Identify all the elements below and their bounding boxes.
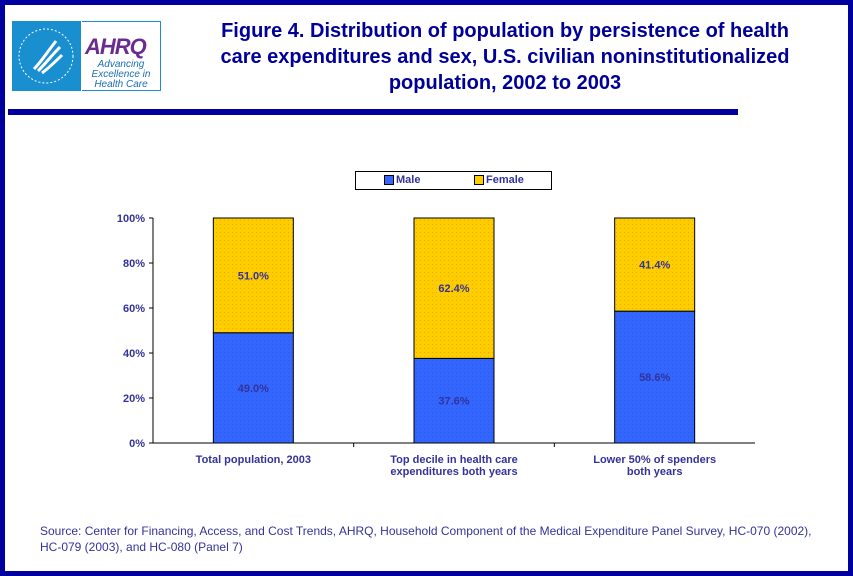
legend-item-male: Male	[384, 174, 420, 186]
legend-swatch-male	[384, 175, 394, 185]
legend-item-female: Female	[474, 174, 524, 186]
x-tick-label: Top decile in health care	[390, 454, 518, 466]
y-tick-label: 100%	[117, 213, 145, 225]
data-label: 49.0%	[238, 383, 269, 395]
bar-texture	[414, 218, 494, 359]
ahrq-logo-text: AHRQ	[85, 34, 147, 59]
x-tick-label: expenditures both years	[390, 466, 517, 478]
x-tick-label: Total population, 2003	[196, 454, 311, 466]
x-tick-label: Lower 50% of spenders	[593, 454, 716, 466]
ahrq-tagline: Advancing Excellence in Health Care	[91, 59, 151, 90]
ahrq-logo: AHRQ Advancing Excellence in Health Care	[82, 21, 161, 91]
y-tick-label: 20%	[123, 393, 145, 405]
legend-swatch-female	[474, 175, 484, 185]
y-tick-label: 0%	[129, 438, 145, 450]
y-tick-label: 80%	[123, 258, 145, 270]
bar-texture	[213, 332, 294, 443]
source-note: Source: Center for Financing, Access, an…	[40, 524, 812, 554]
bar-texture	[414, 358, 494, 443]
legend: Male Female	[355, 171, 552, 190]
x-tick-label: both years	[627, 466, 683, 478]
chart-title: Figure 4. Distribution of population by …	[220, 20, 790, 94]
hhs-logo	[12, 21, 81, 91]
header-divider	[8, 109, 738, 115]
data-label: 51.0%	[238, 270, 269, 282]
legend-label-male: Male	[396, 174, 421, 186]
bar-texture	[213, 218, 294, 333]
bar-texture	[614, 218, 695, 312]
data-label: 41.4%	[639, 260, 670, 272]
y-tick-label: 40%	[123, 348, 145, 360]
data-label: 58.6%	[639, 372, 670, 384]
data-label: 62.4%	[438, 283, 469, 295]
data-label: 37.6%	[438, 396, 469, 408]
y-tick-label: 60%	[123, 303, 145, 315]
bar-texture	[614, 311, 695, 443]
legend-label-female: Female	[486, 174, 524, 186]
